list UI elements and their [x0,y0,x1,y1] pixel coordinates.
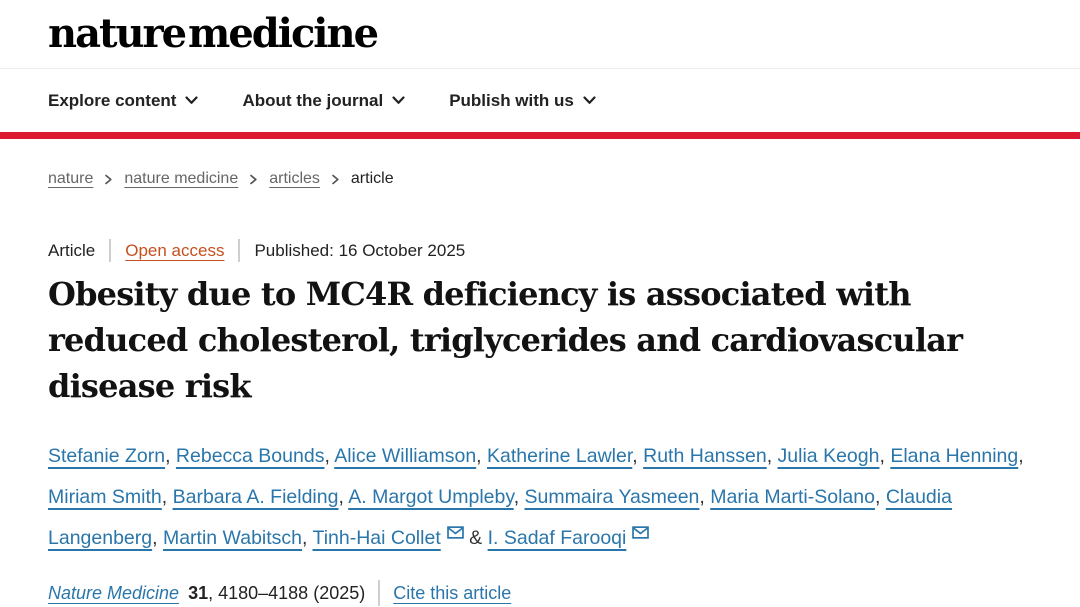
author-link-ruth-hanssen[interactable]: Ruth Hanssen [643,445,767,467]
journal-link[interactable]: Nature Medicine [48,582,180,603]
author-list: Stefanie Zorn, Rebecca Bounds, Alice Wil… [48,436,1032,559]
author-separator: , [874,486,886,508]
author-link-claudia-langenberg[interactable]: Claudia Langenberg [48,486,952,549]
article-type-label: Article [48,240,96,260]
citation-divider [378,580,381,606]
author-separator: , [476,445,488,467]
nav-item-label: Publish with us [449,90,574,110]
author-separator: , [513,486,525,508]
author-link-miriam-smith[interactable]: Miriam Smith [48,486,162,508]
citation-line: Nature Medicine 31 , 4180–4188 (2025) Ci… [48,580,1080,606]
title-line-1: Obesity due to MC4R deficiency is associ… [48,275,912,313]
citation-text: Nature Medicine 31 , 4180–4188 (2025) [48,583,365,604]
author-separator: , [879,445,891,467]
author-separator: , [1018,445,1024,467]
chevron-right-icon [250,174,257,184]
meta-divider [109,239,112,262]
meta-divider [238,239,241,262]
author-link-rebecca-bounds[interactable]: Rebecca Bounds [175,445,325,467]
author-separator: , [165,445,176,467]
author-separator: , [338,486,349,508]
open-access-link[interactable]: Open access [125,240,225,260]
author-separator: , [699,486,711,508]
author-link-a-margot-umpleby[interactable]: A. Margot Umpleby [348,486,514,508]
chevron-down-icon [583,96,596,104]
breadcrumb: nature nature medicine articles article [48,170,1080,188]
author-separator: & [463,527,488,549]
nav-item-label: Explore content [48,90,177,110]
author-link-tinh-hai-collet[interactable]: Tinh-Hai Collet [312,527,441,549]
author-link-katherine-lawler[interactable]: Katherine Lawler [487,445,633,467]
author-separator: , [324,445,335,467]
breadcrumb-current: article [350,170,394,187]
author-link-julia-keogh[interactable]: Julia Keogh [777,445,880,467]
author-link-maria-marti-solano[interactable]: Maria Marti-Solano [710,486,875,508]
author-link-stefanie-zorn[interactable]: Stefanie Zorn [48,445,166,467]
nav-item-explore-content[interactable]: Explore content [48,90,199,111]
article-meta: Article Open access Published: 16 Octobe… [48,239,1080,262]
article-title: Obesity due to MC4R deficiency is associ… [48,271,1013,409]
main-nav: Explore content About the journal Publish … [0,69,1080,139]
breadcrumb-link-articles[interactable]: articles [269,170,320,187]
nav-item-about-the-journal[interactable]: About the journal [242,91,405,111]
citation-pages: , 4180–4188 (2025) [208,582,366,603]
author-link-i-sadaf-farooqi[interactable]: I. Sadaf Farooqi [487,527,627,549]
chevron-right-icon [105,174,113,184]
title-line-2: reduced cholesterol, triglycerides and c… [48,321,963,359]
email-icon[interactable] [446,526,464,539]
citation-volume: 31 [188,582,209,603]
author-link-summaira-yasmeen[interactable]: Summaira Yasmeen [524,486,700,508]
site-header: nature medicine [0,0,1080,69]
breadcrumb-link-nature[interactable]: nature [48,170,94,187]
author-link-martin-wabitsch[interactable]: Martin Wabitsch [162,527,303,549]
author-separator: , [152,527,163,549]
title-line-3: disease risk [48,367,252,405]
nature-medicine-logo[interactable]: nature medicine [48,10,379,57]
chevron-right-icon [332,174,339,184]
breadcrumb-link-nature-medicine[interactable]: nature medicine [124,170,239,187]
author-separator: , [161,486,173,508]
author-link-alice-williamson[interactable]: Alice Williamson [334,445,477,467]
chevron-down-icon [392,96,405,104]
author-separator: , [632,445,644,467]
email-icon[interactable] [632,526,650,539]
chevron-down-icon [185,96,199,104]
published-date: Published: 16 October 2025 [254,240,466,260]
author-separator: , [302,527,313,549]
author-link-barbara-a-fielding[interactable]: Barbara A. Fielding [172,486,339,508]
nav-item-publish-with-us[interactable]: Publish with us [449,91,596,111]
author-link-elana-henning[interactable]: Elana Henning [890,445,1019,467]
author-separator: , [766,445,778,467]
cite-this-article-link[interactable]: Cite this article [393,582,512,603]
nav-item-label: About the journal [242,90,384,110]
